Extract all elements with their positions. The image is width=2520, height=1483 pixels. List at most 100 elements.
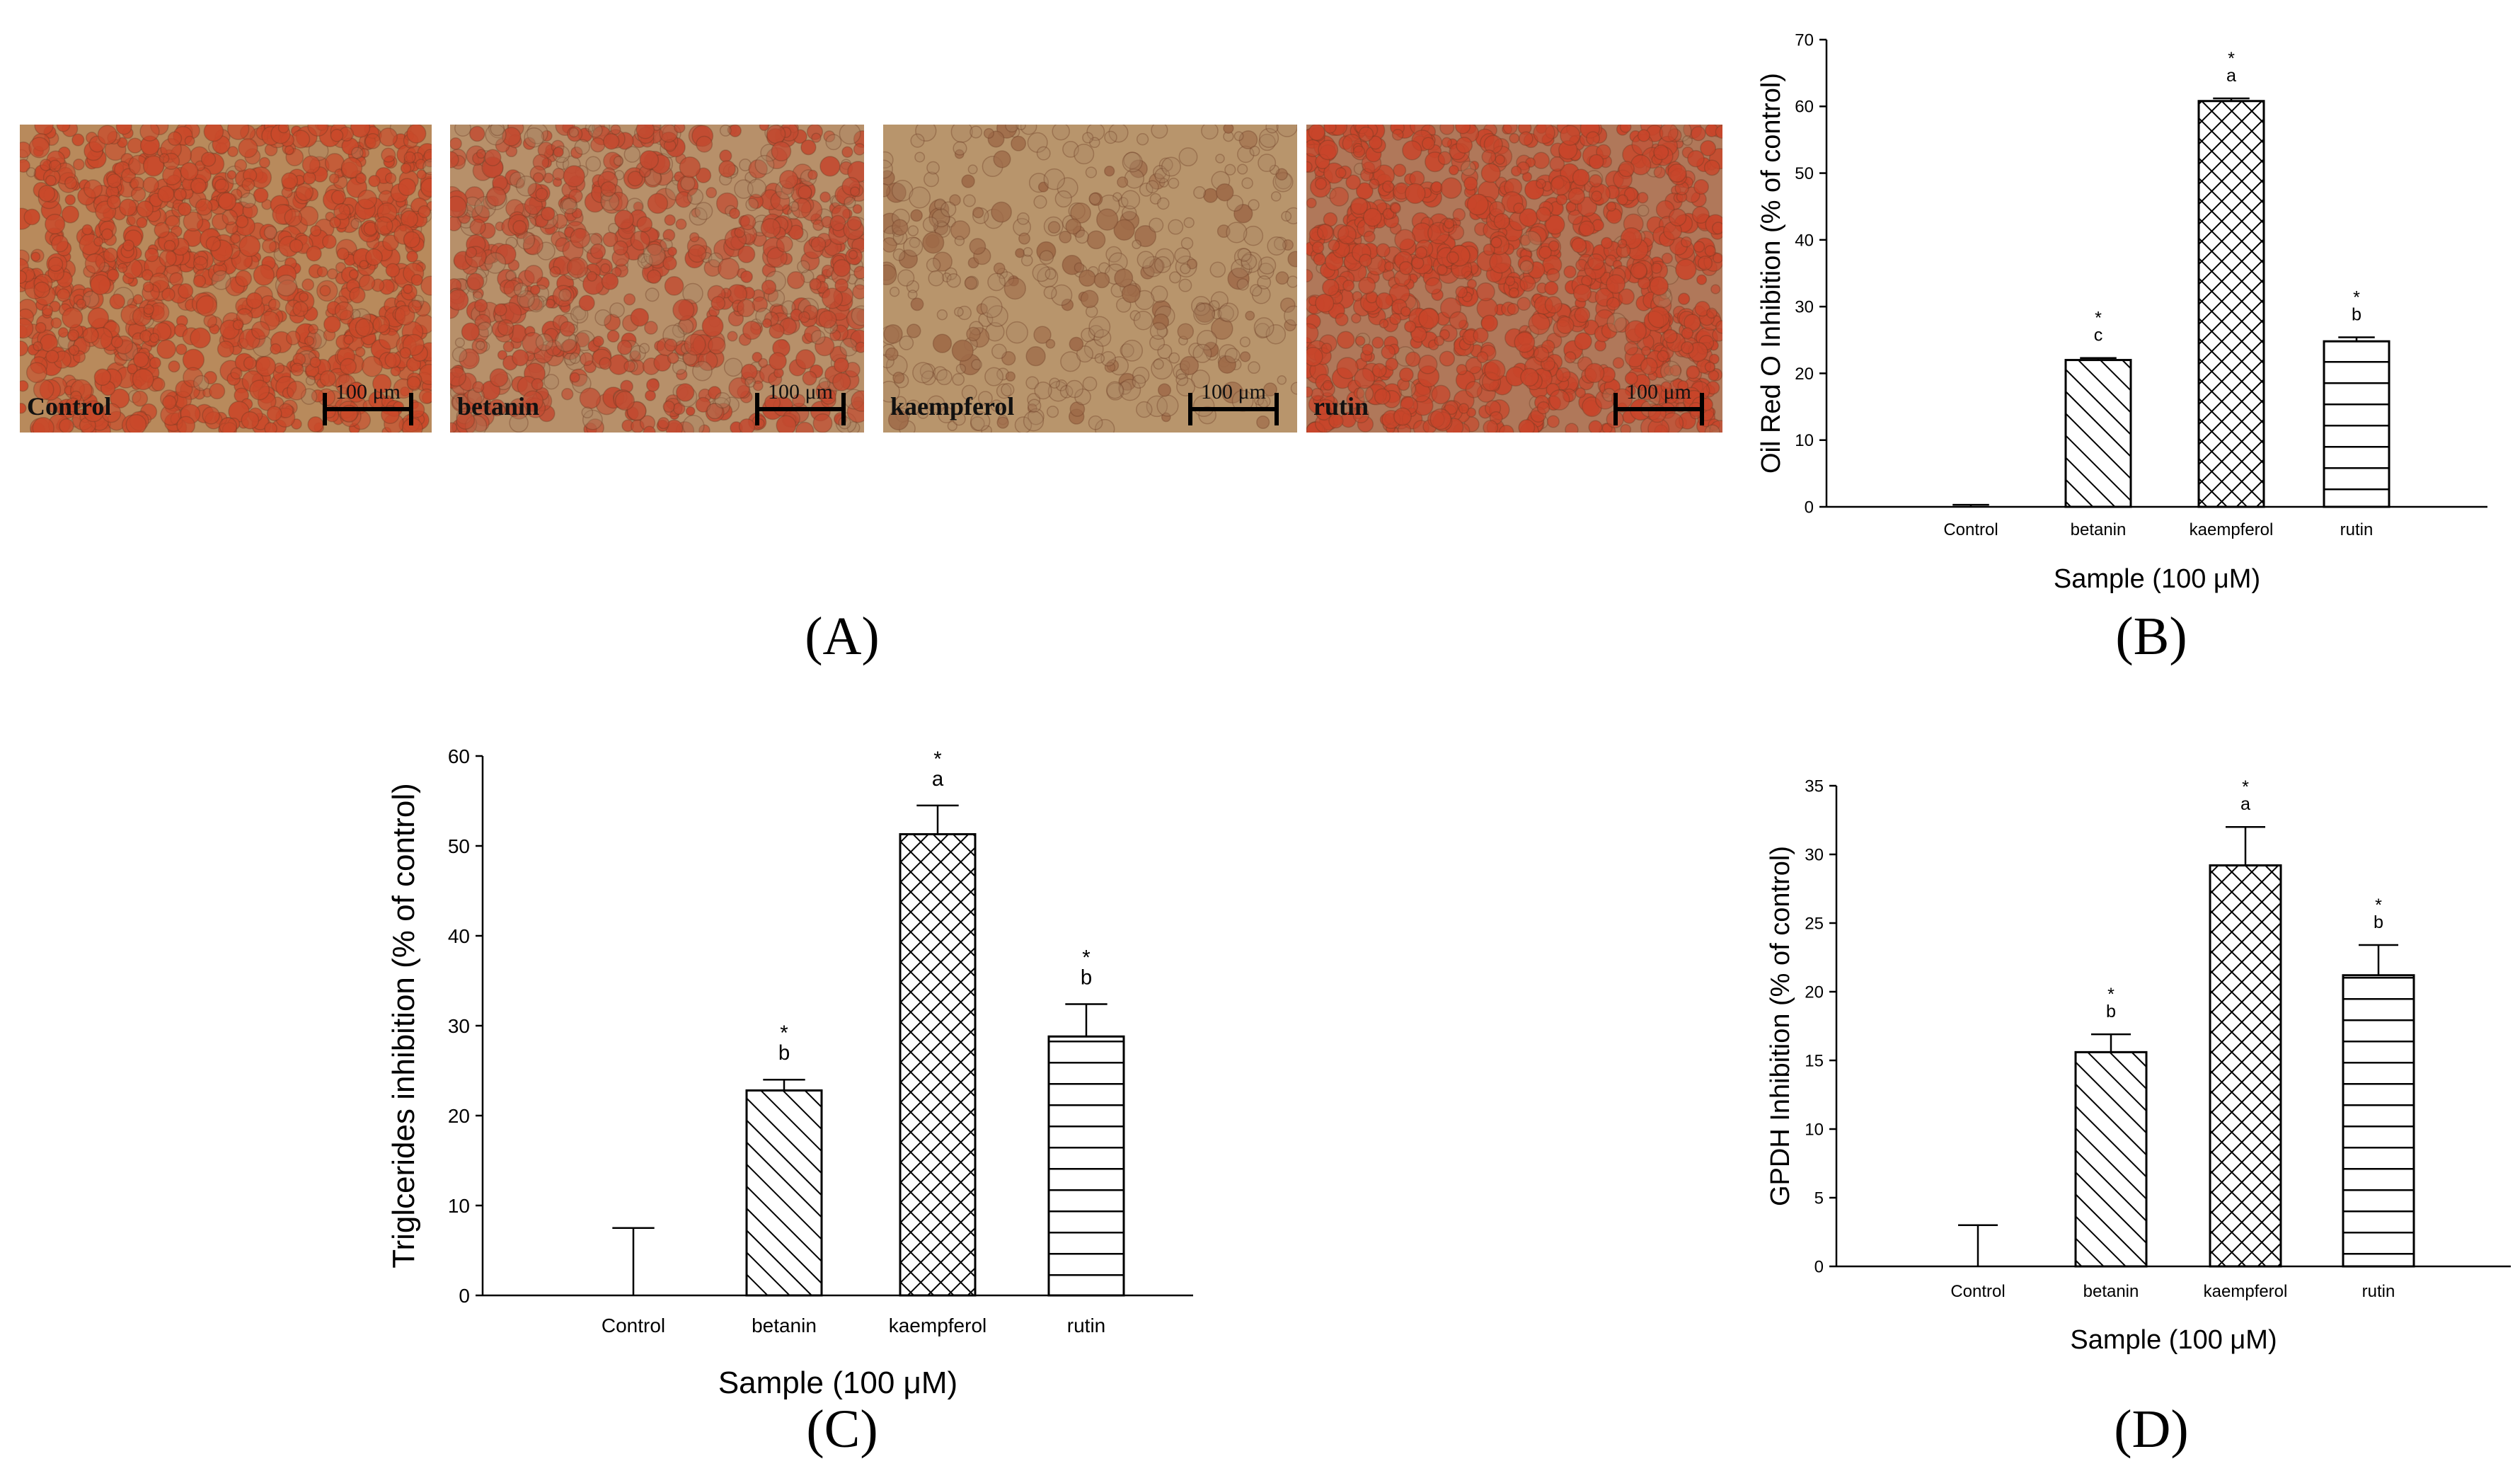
x-axis-title-d: Sample (100 μM) [2070,1325,2277,1355]
significance-mark-c-betanin: * [780,1021,788,1045]
cell-blob [178,283,194,299]
cell-blob [180,162,199,181]
cell-blob [316,266,328,277]
cell-blob [205,236,221,252]
cell-blob [50,317,62,329]
cell-blob [572,307,587,321]
cell-blob [176,416,196,433]
y-tick-label-d: 10 [1805,1120,1824,1139]
cell-blob [846,420,861,433]
cell-blob [56,125,71,132]
cell-blob [232,319,244,331]
cell-blob [752,380,764,391]
cell-blob [406,250,418,263]
cell-blob [253,188,269,203]
bar-b-kaempferol [2197,100,2265,508]
y-tick-label-c: 0 [459,1285,470,1307]
cell-blob [422,159,432,176]
cell-blob [340,357,357,375]
cell-blob [786,270,805,290]
y-axis-title-b: Oil Red O Inhibition (% of control) [1756,73,1786,474]
cell-blob [406,125,427,144]
cell-blob [136,217,148,229]
cell-blob [218,192,237,211]
cell-blob [246,292,263,309]
cell-blob [117,263,128,273]
cell-blob [284,145,294,155]
cell-blob [267,298,281,311]
cell-blob [374,216,393,236]
cell-blob [41,304,54,316]
cell-blob [336,247,350,260]
cell-blob [319,370,337,387]
cell-blob [190,178,207,195]
cell-blob [64,176,78,190]
category-label-c-control: Control [602,1315,665,1336]
y-tick-label-b: 0 [1805,498,1814,517]
cell-blob [211,270,231,290]
category-label-d-control: Control [1950,1282,2005,1301]
cell-blob [133,351,149,368]
cell-blob [25,167,37,178]
cell-blob [38,185,56,202]
cell-blob [190,327,211,349]
cell-blob [323,315,341,333]
cell-blob [301,278,315,292]
cell-blob [214,178,229,194]
significance-mark-b-rutin: * [2353,288,2360,308]
cell-blob [72,159,85,171]
cell-blob [361,355,383,377]
group-letter-d-rutin: b [2374,912,2383,932]
cell-blob [292,301,309,317]
cell-blob [238,138,258,159]
group-letter-d-betanin: b [2106,1002,2116,1021]
y-tick-label-b: 50 [1795,164,1814,183]
cell-blob [167,131,183,147]
y-tick-label-c: 50 [448,835,470,857]
cell-blob [132,294,144,305]
y-tick-label-c: 10 [448,1195,470,1217]
cell-blob [262,239,277,253]
cell-blob [230,233,241,244]
cell-blob [64,194,76,206]
cell-blob [192,274,207,288]
cell-blob [33,341,43,352]
category-label-d-rutin: rutin [2362,1282,2395,1301]
y-tick-label-b: 40 [1795,231,1814,250]
category-label-b-kaempferol: kaempferol [2190,520,2274,539]
cell-blob [209,383,226,400]
group-letter-b-betanin: c [2094,326,2103,345]
cell-blob [329,217,341,229]
y-tick-label-c: 30 [448,1015,470,1037]
cell-blob [355,172,367,184]
cell-blob [287,380,306,401]
cell-blob [143,304,154,315]
cell-blob [384,352,401,369]
cell-blob [416,169,427,180]
cell-blob [277,279,299,302]
cell-blob [418,363,432,385]
bar-b-rutin [2323,340,2390,508]
significance-mark-d-kaempferol: * [2242,777,2249,797]
cell-blob [340,156,363,179]
cell-blob [61,205,79,224]
cell-blob [385,263,401,278]
cell-blob [81,224,93,236]
cell-blob [420,178,432,198]
scale-bar: 100 μm [323,380,413,425]
cell-blob [328,173,340,184]
cell-blob [308,323,319,335]
cell-blob [84,253,105,274]
cell-blob [379,127,398,147]
category-label-d-betanin: betanin [2083,1282,2139,1301]
category-label-b-control: Control [1943,520,1998,539]
cell-blob [242,202,258,219]
cell-blob [423,149,432,162]
cell-blob [45,175,57,187]
cell-blob [35,321,47,333]
cell-blob [144,247,159,263]
cell-blob [157,185,175,203]
category-label-c-betanin: betanin [752,1315,817,1336]
cell-blob [82,290,100,308]
cell-blob [202,406,220,425]
